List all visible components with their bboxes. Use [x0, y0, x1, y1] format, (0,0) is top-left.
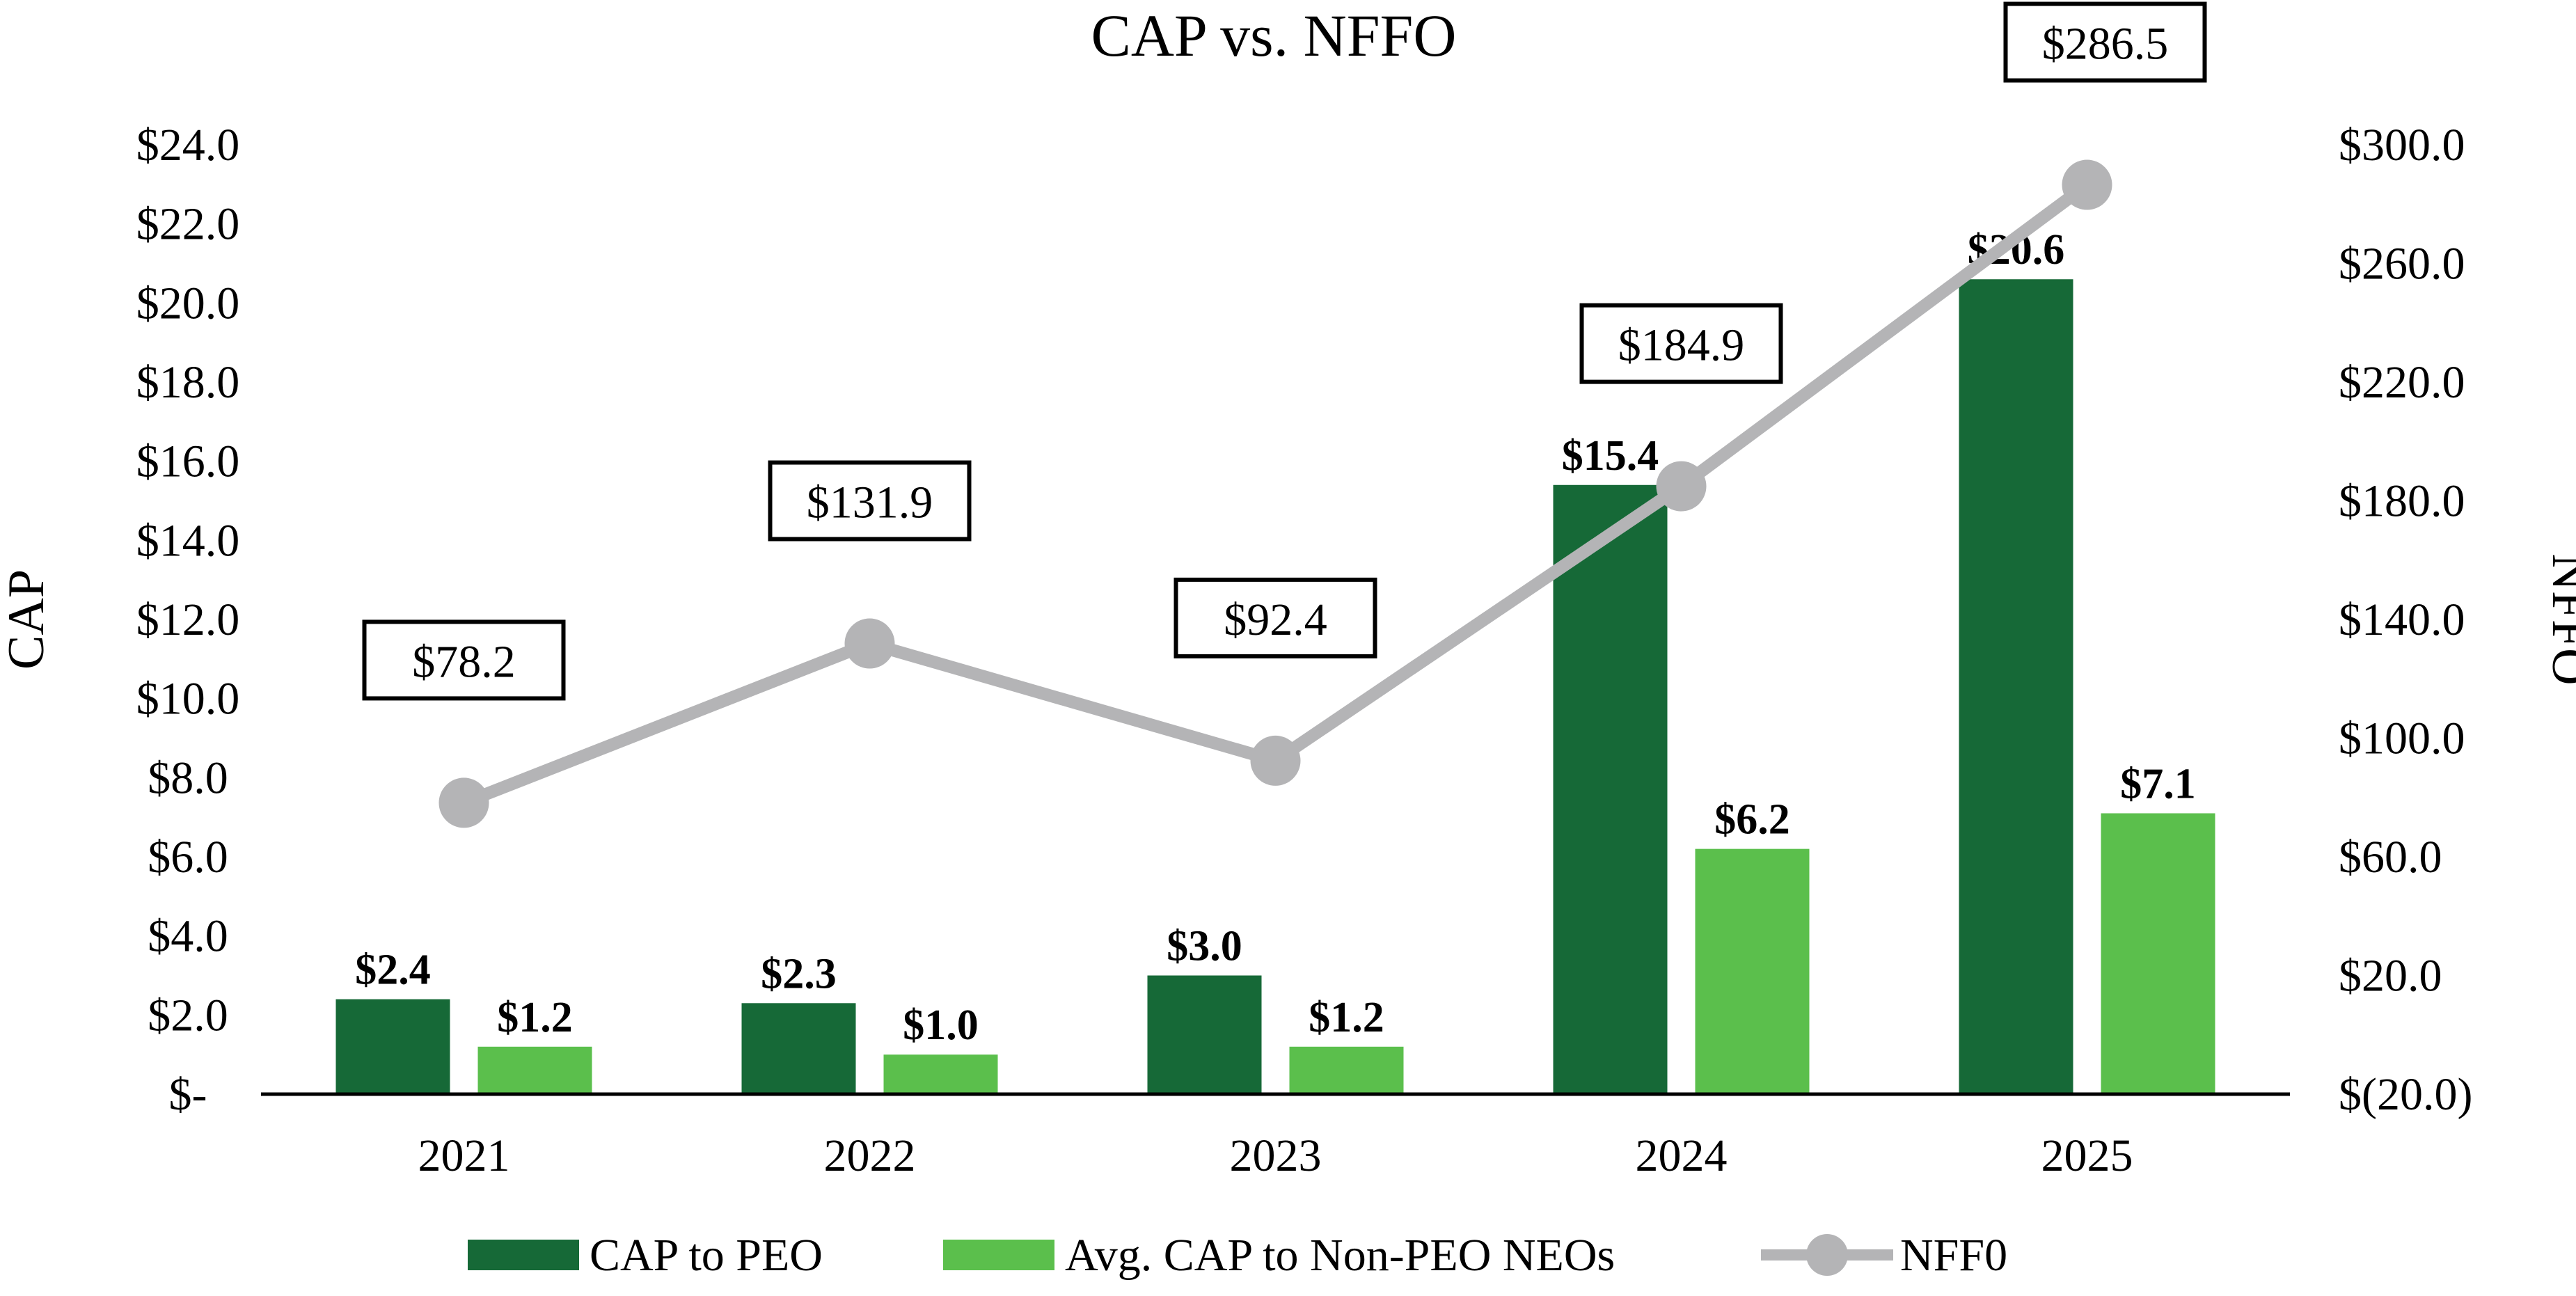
y2-tick-label: $20.0 [2339, 951, 2442, 1002]
bar-cap-to-peo [1959, 279, 2073, 1094]
line-series: $78.2 $131.9 $92.4 $184.9 $286.5 [362, 1, 2207, 828]
y-tick-label: $22.0 [136, 199, 240, 250]
nffo-label-box [1174, 577, 1377, 658]
legend-swatch-marker [1806, 1234, 1848, 1276]
nffo-label-box [768, 460, 972, 542]
chart-title: CAP vs. NFFO [1091, 2, 1457, 69]
nffo-point [1250, 735, 1301, 786]
x-tick-label: 2025 [2041, 1130, 2133, 1181]
x-tick-label: 2021 [418, 1130, 510, 1181]
bar-avg-cap-non-peo [477, 1046, 592, 1094]
y-tick-label: $10.0 [136, 674, 240, 725]
y2-axis-label: NFFO [2541, 553, 2576, 685]
x-axis-ticks: 2021 2022 2023 2024 2025 [418, 1130, 2133, 1181]
legend-swatch [468, 1240, 579, 1270]
bar-cap-to-peo [335, 999, 450, 1094]
y2-tick-label: $180.0 [2339, 476, 2465, 527]
bar-series: $2.4 $2.3$3.0$15.4$20.6$1.2 $1.0 $1.2$6.2$7… [335, 226, 2215, 1094]
nffo-label-box [2003, 1, 2207, 83]
nffo-point [1656, 461, 1707, 512]
bar-cap-to-peo [741, 1003, 856, 1094]
nffo-data-label: $286.5 [2042, 19, 2169, 70]
bar-cap-to-peo [1147, 975, 1262, 1094]
bar-data-label: $2.3 [761, 950, 837, 997]
y2-tick-label: $260.0 [2339, 239, 2465, 290]
y-tick-label: $- [169, 1069, 207, 1120]
y-axis-label: CAP [0, 569, 55, 670]
y-tick-label: $18.0 [136, 357, 240, 408]
bar-data-label: $3.0 [1167, 923, 1242, 970]
nffo-point [844, 618, 895, 669]
bar-avg-cap-non-peo [2101, 813, 2215, 1094]
bar-cap-to-peo [1553, 484, 1668, 1094]
nffo-data-label: $184.9 [1618, 320, 1745, 371]
y-tick-label: $24.0 [136, 120, 240, 171]
nffo-label-box [362, 619, 566, 701]
legend: CAP to PEO Avg. CAP to Non-PEO NEOs NFF0 [468, 1230, 2007, 1281]
bar-data-label: $6.2 [1714, 796, 1790, 844]
y2-tick-label: $300.0 [2339, 120, 2465, 171]
y-tick-label: $6.0 [148, 832, 228, 883]
x-tick-label: 2022 [824, 1130, 916, 1181]
legend-label: Avg. CAP to Non-PEO NEOs [1065, 1230, 1615, 1281]
y-tick-label: $8.0 [148, 752, 228, 803]
y-tick-label: $20.0 [136, 278, 240, 329]
bar-data-label: $1.0 [903, 1002, 979, 1049]
y-axis-ticks: $- $2.0 $4.0 $6.0 $8.0 $10.0 $12.0 $14.0 $16.0 $1… [136, 120, 240, 1120]
x-tick-label: 2023 [1230, 1130, 1322, 1181]
y-tick-label: $14.0 [136, 515, 240, 566]
nffo-line [461, 180, 2091, 809]
legend-label: CAP to PEO [590, 1230, 823, 1281]
nffo-point [2062, 159, 2112, 210]
y-tick-label: $2.0 [148, 990, 228, 1041]
y-tick-label: $12.0 [136, 594, 240, 645]
x-tick-label: 2024 [1636, 1130, 1728, 1181]
bar-data-label: $15.4 [1562, 432, 1659, 480]
y2-tick-label: $60.0 [2339, 832, 2442, 883]
y2-axis-ticks: $(20.0) $20.0 $60.0 $100.0 $140.0 $180.0 $220.… [2339, 120, 2472, 1120]
bar-data-label: $1.2 [497, 994, 573, 1041]
y2-tick-label: $100.0 [2339, 713, 2465, 764]
y2-tick-label: $140.0 [2339, 594, 2465, 645]
bar-avg-cap-non-peo [1289, 1046, 1404, 1094]
y2-tick-label: $(20.0) [2339, 1069, 2472, 1120]
legend-label: NFF0 [1900, 1230, 2007, 1281]
bar-avg-cap-non-peo [883, 1054, 998, 1094]
nffo-data-label: $131.9 [807, 477, 933, 528]
y2-tick-label: $220.0 [2339, 357, 2465, 408]
nffo-label-box [1579, 303, 1783, 384]
bar-data-label: $1.2 [1309, 994, 1384, 1041]
legend-swatch [943, 1240, 1054, 1270]
nffo-point [438, 777, 489, 828]
nffo-data-label: $78.2 [412, 636, 516, 687]
y-tick-label: $4.0 [148, 911, 228, 962]
nffo-data-label: $92.4 [1224, 594, 1327, 645]
bar-data-label: $2.4 [355, 947, 431, 994]
bar-data-label: $7.1 [2120, 760, 2196, 807]
y-tick-label: $16.0 [136, 436, 240, 487]
bar-avg-cap-non-peo [1695, 848, 1810, 1094]
